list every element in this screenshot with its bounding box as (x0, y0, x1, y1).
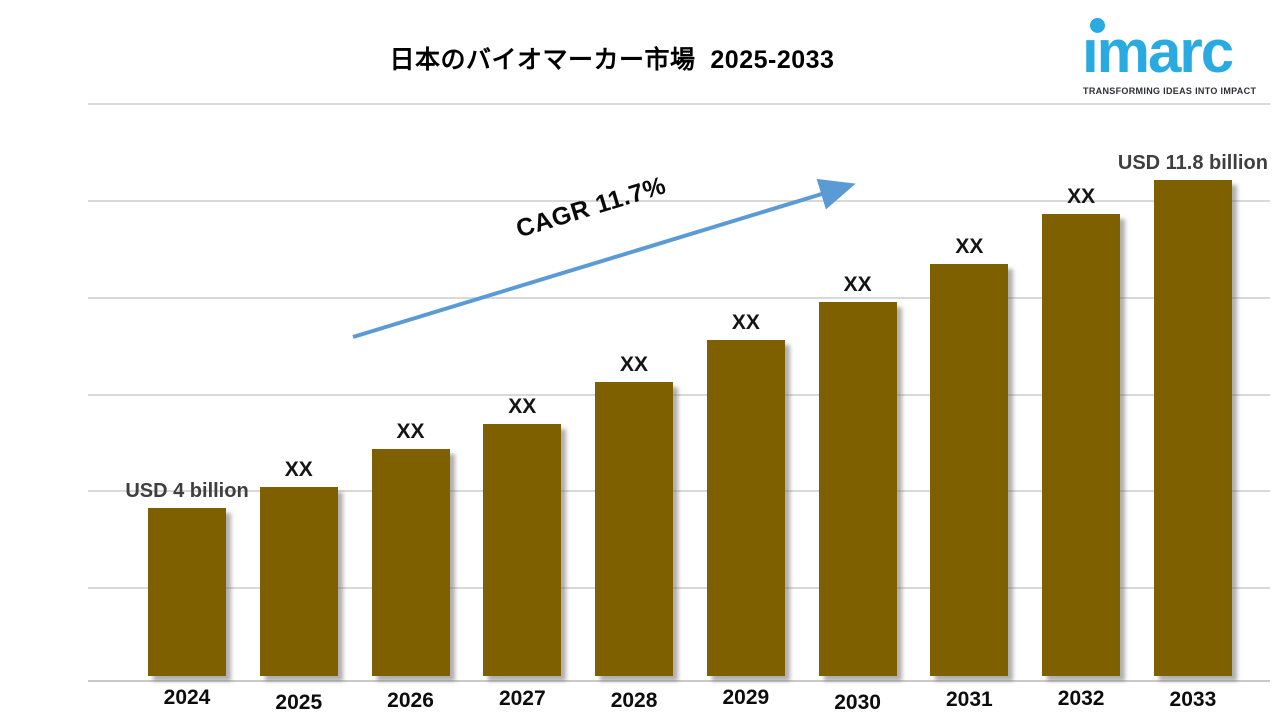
logo-tagline: TRANSFORMING IDEAS INTO IMPACT (1083, 86, 1257, 96)
bars-row: USD 4 billion XX XX XX XX XX XX XX XX USD 11.8 bi… (125, 116, 1268, 676)
x-axis-label: 2028 (610, 689, 658, 712)
bar (930, 264, 1009, 676)
x-axis-label: 2030 (834, 691, 881, 714)
gridline (88, 103, 1270, 105)
x-axis-line (88, 680, 1270, 682)
bar (595, 382, 674, 676)
bar-column: XX (930, 235, 1009, 676)
chart-title: 日本のバイオマーカー市場 2025-2033 (389, 46, 835, 74)
bar (1042, 214, 1121, 676)
bar-column: XX (706, 311, 785, 676)
bar-value-label: USD 4 billion (125, 480, 249, 502)
bar-value-label: XX (955, 235, 984, 258)
bar-column: XX (483, 395, 562, 676)
bar (371, 449, 450, 676)
bar (818, 302, 897, 676)
bar-value-label: XX (508, 395, 537, 418)
bar-column: XX (371, 420, 450, 676)
gridline (88, 394, 1270, 396)
bar-value-label: XX (1067, 185, 1096, 208)
x-axis-label: 2033 (1169, 688, 1217, 711)
bar-value-label: XX (620, 353, 649, 376)
bar-value-label: XX (284, 458, 313, 481)
gridline (88, 490, 1270, 492)
bar-column: USD 11.8 billion (1118, 153, 1268, 676)
bar-column: XX (595, 353, 674, 676)
x-axis-label: 2029 (722, 686, 770, 709)
x-axis-label: 2027 (498, 687, 546, 710)
bar (483, 424, 562, 676)
x-axis-label: 2024 (163, 686, 211, 709)
bar (1153, 180, 1232, 676)
x-axis-label: 2026 (387, 689, 434, 712)
gridline (88, 587, 1270, 589)
bar-value-label: XX (843, 273, 872, 296)
bar-value-label: XX (396, 420, 425, 443)
bar (706, 340, 785, 676)
x-axis-label: 2031 (946, 688, 993, 711)
bar-column: XX (259, 458, 338, 676)
logo-dot-icon (1090, 18, 1105, 33)
x-axis-label: 2032 (1057, 687, 1105, 710)
bar (148, 508, 226, 676)
bar (259, 487, 338, 676)
bar-column: XX (1042, 185, 1121, 676)
bar-value-label: XX (731, 311, 760, 334)
imarc-logo: ımarc TRANSFORMING IDEAS INTO IMPACT (1082, 12, 1266, 98)
bar-column: XX (818, 273, 897, 676)
x-axis-labels: 2024 2025 2026 2027 2028 2029 2030 2031 2032 2033 (148, 686, 1232, 713)
x-axis-label: 2025 (275, 691, 323, 714)
bar-column: USD 4 billion (125, 481, 249, 676)
logo-wordmark: ımarc (1082, 18, 1234, 85)
bar-value-label: USD 11.8 billion (1117, 152, 1268, 174)
